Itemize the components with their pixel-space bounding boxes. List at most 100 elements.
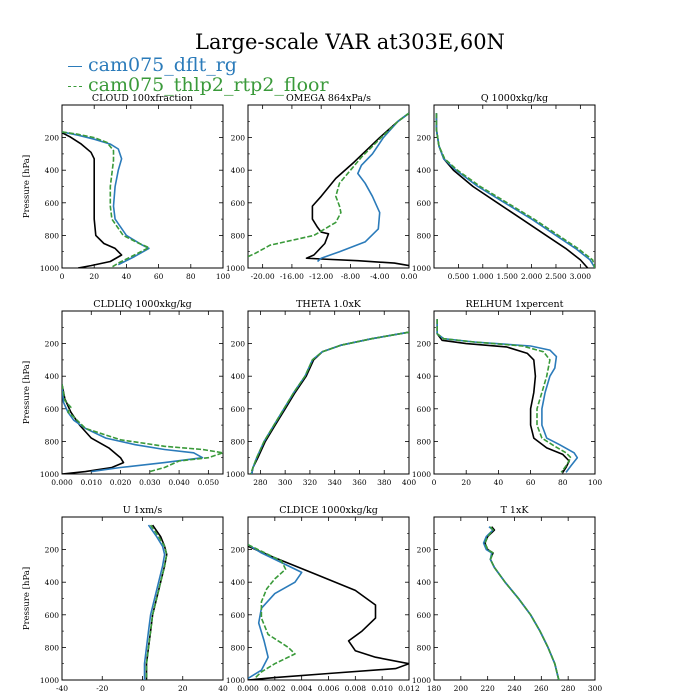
y-tick-label: 200 bbox=[417, 134, 432, 143]
y-tick-label: 200 bbox=[417, 340, 432, 349]
plot-frame bbox=[247, 310, 410, 475]
x-tick-label: 20 bbox=[461, 478, 471, 487]
x-tick-label: 0.040 bbox=[168, 478, 190, 487]
y-tick-label: 200 bbox=[45, 546, 60, 555]
x-tick-label: 320 bbox=[303, 478, 318, 487]
series-line-green bbox=[484, 526, 560, 680]
x-tick-label: 100 bbox=[216, 272, 231, 281]
x-tick-label: -20.00 bbox=[251, 272, 275, 281]
series-line-black bbox=[436, 319, 570, 473]
y-tick-label: 400 bbox=[417, 578, 432, 587]
y-tick-label: 1000 bbox=[226, 676, 245, 685]
series-line-black bbox=[305, 112, 409, 267]
y-tick-label: 400 bbox=[45, 166, 60, 175]
x-tick-label: 400 bbox=[402, 478, 417, 487]
x-tick-label: 340 bbox=[328, 478, 343, 487]
series-line-blue bbox=[248, 544, 303, 680]
y-tick-label: 800 bbox=[231, 643, 246, 652]
y-tick-label: 400 bbox=[231, 166, 246, 175]
legend-swatch-green bbox=[68, 85, 82, 87]
series-line-black bbox=[248, 545, 409, 680]
x-tick-label: 3.000 bbox=[570, 272, 592, 281]
y-tick-label: 600 bbox=[231, 199, 246, 208]
x-tick-label: 0.010 bbox=[371, 684, 393, 693]
x-tick-label: 60 bbox=[526, 478, 536, 487]
series-line-green bbox=[248, 543, 296, 679]
x-tick-label: 0.004 bbox=[291, 684, 313, 693]
y-tick-label: 400 bbox=[231, 578, 246, 587]
y-tick-label: 1000 bbox=[412, 676, 431, 685]
panel-title: RELHUM 1xpercent bbox=[466, 299, 564, 310]
panel-3: Q 1000xkg/kg 200 400 600 800 1000 0.500 1.000 1.… bbox=[412, 93, 596, 281]
x-tick-label: -12.00 bbox=[309, 272, 333, 281]
y-tick-label: 1000 bbox=[226, 264, 245, 273]
y-tick-label: 600 bbox=[45, 199, 60, 208]
y-tick-label: 1000 bbox=[40, 264, 59, 273]
x-tick-label: 0.00 bbox=[401, 272, 418, 281]
x-tick-label: 0.030 bbox=[139, 478, 161, 487]
x-tick-label: 40 bbox=[494, 478, 504, 487]
x-tick-label: 2.500 bbox=[545, 272, 567, 281]
y-tick-label: 800 bbox=[45, 437, 60, 446]
x-tick-label: -4.00 bbox=[370, 272, 389, 281]
y-tick-label: 400 bbox=[45, 372, 60, 381]
x-tick-label: 0.008 bbox=[345, 684, 367, 693]
y-tick-label: 800 bbox=[231, 231, 246, 240]
series-line-green bbox=[62, 384, 223, 473]
x-tick-label: 0.006 bbox=[318, 684, 340, 693]
y-tick-label: 600 bbox=[231, 611, 246, 620]
x-tick-label: 40 bbox=[218, 684, 228, 693]
panel-title: CLDLIQ 1000xkg/kg bbox=[93, 299, 191, 310]
panel-title: CLDICE 1000xkg/kg bbox=[279, 505, 378, 516]
x-tick-label: 2.000 bbox=[521, 272, 543, 281]
y-tick-label: 800 bbox=[417, 437, 432, 446]
series-line-green bbox=[62, 131, 150, 268]
x-tick-label: 0 bbox=[60, 272, 65, 281]
panel-2: OMEGA 864xPa/s 200 400 600 800 1000 -20.00 -16.… bbox=[226, 93, 418, 281]
panel-title: THETA 1.0xK bbox=[296, 299, 362, 310]
x-tick-label: 0.010 bbox=[81, 478, 103, 487]
panel-7: U 1xm/s 200 400 600 800 1000-40 -20 0 20 40 Pressu… bbox=[22, 505, 228, 693]
series-line-blue bbox=[250, 331, 409, 474]
y-tick-label: 600 bbox=[231, 405, 246, 414]
y-tick-label: 200 bbox=[231, 340, 246, 349]
x-tick-label: -40 bbox=[56, 684, 68, 693]
x-tick-label: 1.000 bbox=[472, 272, 494, 281]
panel-title: T 1xK bbox=[501, 505, 530, 516]
x-tick-label: 280 bbox=[253, 478, 268, 487]
figure-title: Large-scale VAR at303E,60N bbox=[195, 30, 505, 54]
y-tick-label: 600 bbox=[45, 611, 60, 620]
x-tick-label: 0.000 bbox=[237, 684, 259, 693]
x-tick-label: 220 bbox=[481, 684, 496, 693]
panel-title: U 1xm/s bbox=[123, 505, 163, 516]
series-line-green bbox=[248, 112, 409, 258]
x-tick-label: 300 bbox=[278, 478, 293, 487]
x-tick-label: 200 bbox=[454, 684, 469, 693]
x-tick-label: 0.020 bbox=[110, 478, 132, 487]
series-line-black bbox=[435, 113, 589, 268]
x-tick-label: 0 bbox=[140, 684, 145, 693]
x-tick-label: 0 bbox=[432, 478, 437, 487]
y-axis-label: Pressure [hPa] bbox=[22, 155, 32, 218]
x-tick-label: -20 bbox=[96, 684, 108, 693]
series-line-black bbox=[62, 384, 125, 474]
panel-title: CLOUD 100xfraction bbox=[92, 93, 193, 104]
y-tick-label: 800 bbox=[231, 437, 246, 446]
y-tick-label: 400 bbox=[417, 166, 432, 175]
series-line-blue bbox=[143, 524, 166, 680]
x-tick-label: -8.00 bbox=[341, 272, 360, 281]
x-tick-label: 360 bbox=[352, 478, 367, 487]
plot-frame bbox=[61, 516, 224, 681]
y-tick-label: 200 bbox=[231, 134, 246, 143]
x-tick-label: 80 bbox=[558, 478, 568, 487]
legend-entry-dflt: cam075_dflt_rg bbox=[68, 54, 237, 76]
x-tick-label: 20 bbox=[178, 684, 188, 693]
x-tick-label: 0.002 bbox=[264, 684, 286, 693]
y-tick-label: 1000 bbox=[40, 470, 59, 479]
